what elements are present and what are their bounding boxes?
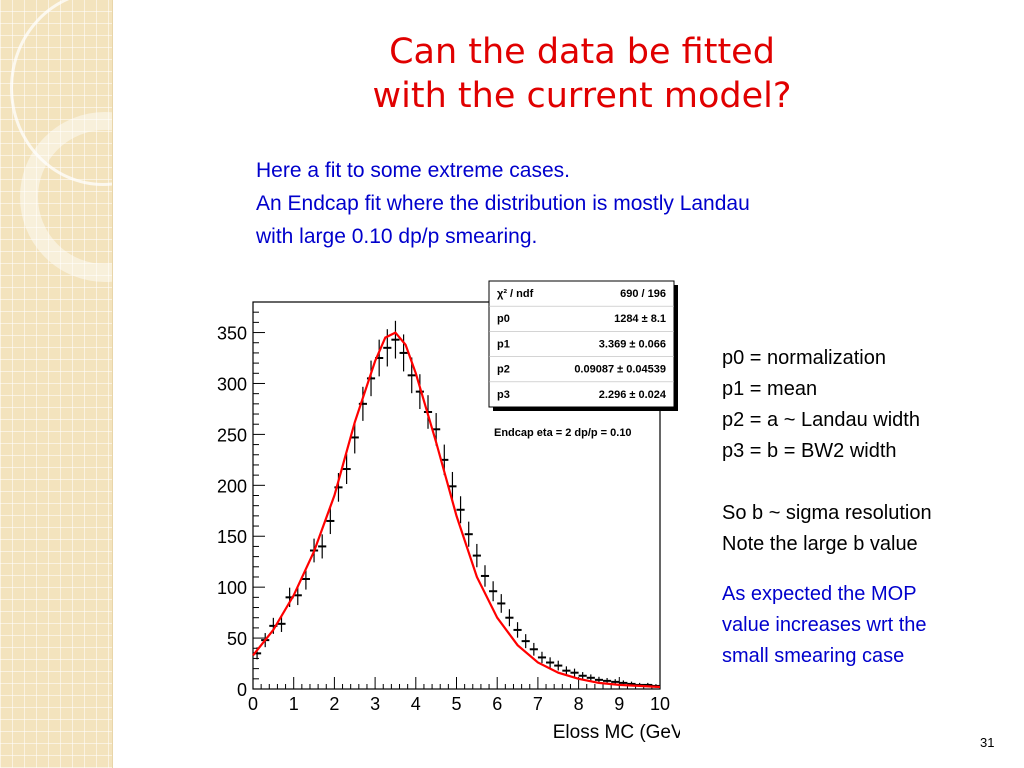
intro-line: with large 0.10 dp/p smearing. [256,225,538,248]
x-tick-label: 3 [370,694,380,714]
stats-row-label: χ² / ndf [497,288,534,300]
x-axis: 0 1 2 3 4 5 6 7 8 9 10 [248,677,670,714]
stats-row-label: p3 [497,389,510,401]
param-line [722,467,1012,498]
y-tick-label: 350 [217,324,247,344]
decorative-sidebar [0,0,113,768]
stats-row-label: p0 [497,313,510,325]
intro-line: An Endcap fit where the distribution is … [256,192,750,215]
x-tick-label: 4 [411,694,421,714]
intro-line: Here a fit to some extreme cases. [256,159,570,182]
histogram-chart: 0 50 100 150 200 250 300 350 0 1 2 3 4 5 6 7 8 9 10 Eloss… [217,280,680,743]
fit-curve [252,331,661,689]
y-axis: 0 50 100 150 200 250 300 350 [217,311,265,700]
stats-row-value: 1284 ± 8.1 [614,313,666,325]
parameter-legend: p0 = normalization p1 = mean p2 = a ~ La… [722,343,1012,560]
x-tick-label: 10 [650,694,670,714]
y-tick-label: 300 [217,374,247,394]
param-line: p2 = a ~ Landau width [722,409,920,431]
param-line: So b ~ sigma resolution [722,502,932,524]
note-line: As expected the MOP [722,583,917,605]
chart-annotation: Endcap eta = 2 dp/p = 0.10 [494,427,632,439]
slide-title: Can the data be fitted with the current … [262,30,902,118]
stats-row-value: 0.09087 ± 0.04539 [574,364,666,376]
x-tick-label: 1 [289,694,299,714]
x-tick-label: 8 [574,694,584,714]
stats-row-value: 3.369 ± 0.066 [599,338,666,350]
param-line: p3 = b = BW2 width [722,440,897,462]
y-tick-label: 50 [227,629,247,649]
param-line: p0 = normalization [722,347,886,369]
x-tick-label: 7 [533,694,543,714]
y-tick-label: 150 [217,527,247,547]
x-tick-label: 6 [492,694,502,714]
note-text: As expected the MOP value increases wrt … [722,579,1012,672]
stats-row-value: 2.296 ± 0.024 [599,389,667,401]
x-axis-title: Eloss MC (GeV) [553,722,680,743]
y-tick-label: 250 [217,425,247,445]
stats-row-value: 690 / 196 [620,288,666,300]
slide-number: 31 [980,735,995,750]
title-line: with the current model? [372,76,792,116]
stats-row-label: p2 [497,364,510,376]
stats-box-frame [488,280,675,408]
intro-text: Here a fit to some extreme cases. An End… [256,154,956,253]
param-line: Note the large b value [722,533,918,555]
x-tick-label: 5 [451,694,461,714]
y-tick-label: 100 [217,578,247,598]
y-tick-label: 0 [237,680,247,700]
stats-row-label: p1 [497,338,510,350]
param-line: p1 = mean [722,378,818,400]
note-line: small smearing case [722,645,905,667]
x-tick-label: 9 [614,694,624,714]
title-line: Can the data be fitted [389,32,775,72]
note-line: value increases wrt the [722,614,927,636]
x-tick-label: 2 [329,694,339,714]
stats-box: χ² / ndf 690 / 196 p0 1284 ± 8.1 p1 3.369 ± 0… [488,280,678,411]
stats-rows: χ² / ndf 690 / 196 p0 1284 ± 8.1 p1 3.369 ± 0… [489,288,674,401]
x-tick-label: 0 [248,694,258,714]
y-tick-label: 200 [217,476,247,496]
